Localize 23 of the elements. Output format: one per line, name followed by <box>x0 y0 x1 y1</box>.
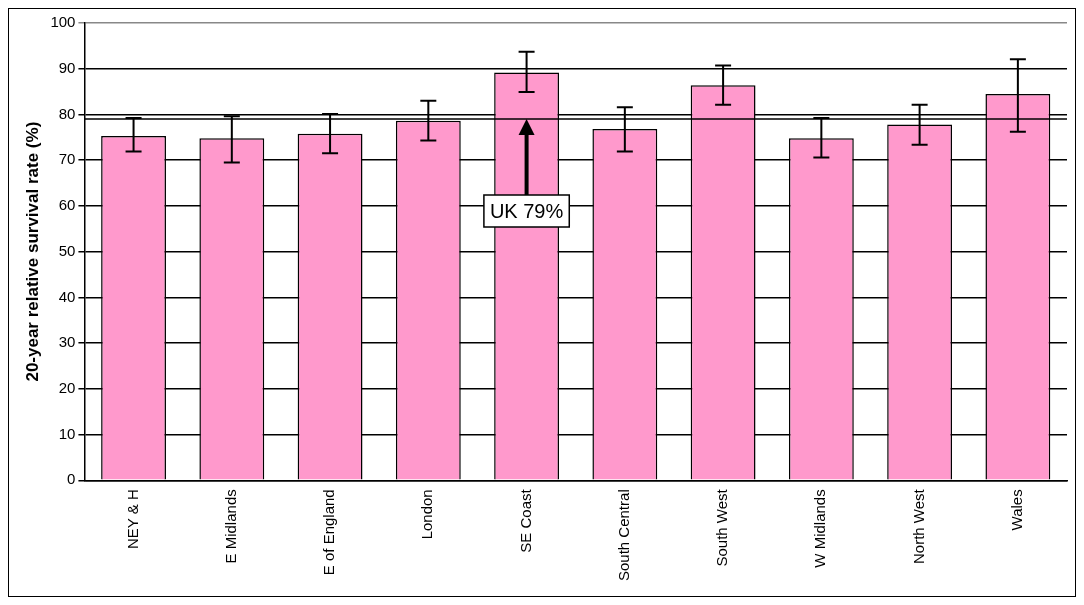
x-tick-label: South Central <box>614 489 632 582</box>
y-tick-label: 0 <box>67 470 76 488</box>
y-tick-label: 10 <box>58 424 76 442</box>
x-tick-label: South West <box>713 488 731 567</box>
y-tick-label: 50 <box>58 241 76 259</box>
x-tick-label: E Midlands <box>221 489 239 564</box>
x-tick-label: North West <box>909 488 927 565</box>
y-tick-label: 90 <box>58 58 76 76</box>
y-tick-label: 40 <box>58 287 76 305</box>
x-tick-label: NEY & H <box>123 489 141 550</box>
y-tick-label: 60 <box>58 196 76 214</box>
x-tick-label: E of England <box>320 489 338 576</box>
y-axis-title: 20-year relative survival rate (%) <box>22 121 42 382</box>
y-tick-label: 80 <box>58 104 76 122</box>
x-tick-label: Wales <box>1008 489 1026 531</box>
x-tick-label: W Midlands <box>811 489 829 568</box>
ref-line-label: UK 79% <box>489 199 564 222</box>
y-tick-label: 70 <box>58 150 76 168</box>
x-tick-label: SE Coast <box>516 488 534 553</box>
y-tick-label: 30 <box>58 333 76 351</box>
x-tick-label: London <box>418 489 436 540</box>
y-tick-label: 20 <box>58 378 76 396</box>
y-tick-label: 100 <box>50 13 76 31</box>
